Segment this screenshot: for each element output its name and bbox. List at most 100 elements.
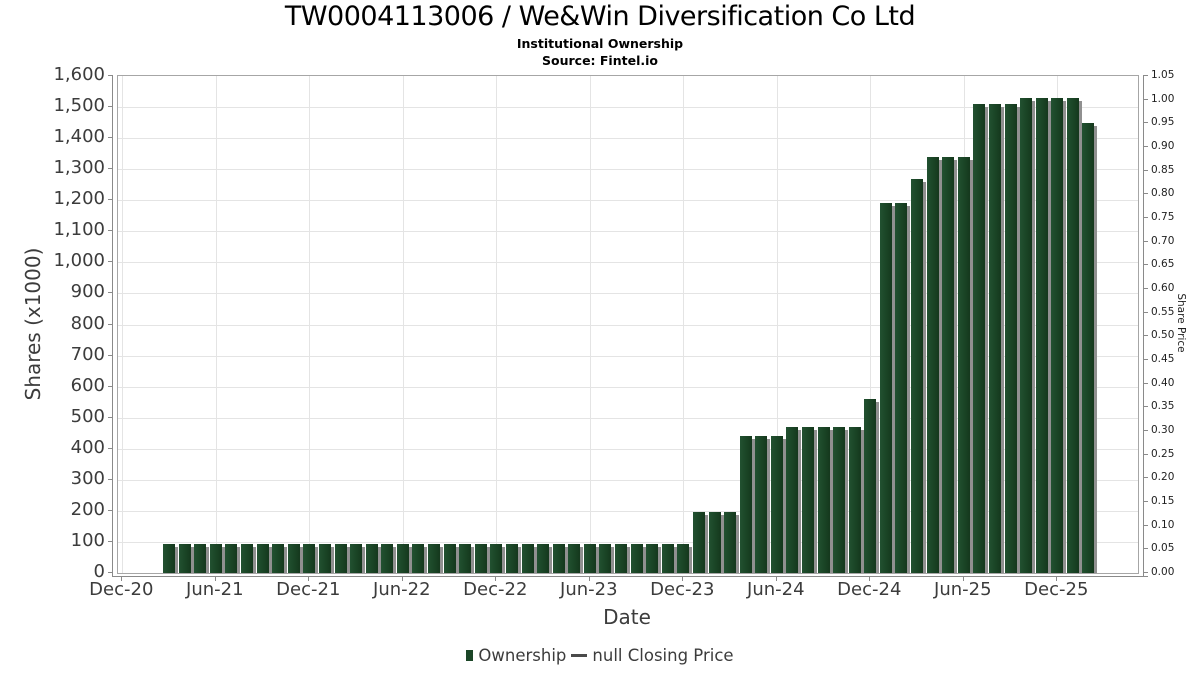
ownership-bar[interactable]	[817, 427, 830, 573]
left-axis-tick-label: 100	[70, 529, 105, 551]
ownership-bar[interactable]	[318, 543, 331, 573]
x-axis-tick	[214, 576, 216, 581]
ownership-bar[interactable]	[490, 543, 503, 573]
chart-plot-area	[117, 75, 1139, 574]
right-axis-tick-label: 0.70	[1151, 234, 1175, 247]
h-gridline	[118, 448, 1138, 450]
left-axis-tick	[108, 137, 112, 139]
ownership-bar[interactable]	[396, 543, 409, 573]
right-axis-tick-label: 0.60	[1151, 282, 1175, 294]
x-axis-tick-label: Dec-25	[1024, 579, 1089, 600]
ownership-bar[interactable]	[661, 543, 674, 573]
ownership-bar[interactable]	[802, 427, 814, 573]
ownership-bar[interactable]	[537, 543, 549, 573]
left-axis-tick-label: 300	[70, 467, 105, 489]
x-axis-tick-label: Jun-25	[934, 579, 992, 600]
right-axis-tick	[1144, 501, 1148, 502]
ownership-bar[interactable]	[334, 543, 347, 573]
ownership-bar[interactable]	[770, 436, 783, 573]
ownership-bar[interactable]	[833, 427, 846, 573]
right-axis-tick	[1144, 477, 1148, 479]
ownership-bar[interactable]	[1020, 97, 1033, 573]
ownership-bar[interactable]	[225, 543, 238, 573]
x-axis-title: Date	[603, 605, 651, 629]
ownership-bar[interactable]	[895, 203, 908, 573]
left-axis-tick-label: 1,100	[53, 219, 105, 241]
left-axis-tick	[108, 509, 112, 511]
left-axis-tick	[108, 168, 112, 170]
ownership-bar[interactable]	[786, 427, 799, 573]
ownership-bar[interactable]	[1035, 97, 1048, 573]
v-gridline	[215, 76, 217, 573]
h-gridline	[118, 293, 1138, 295]
right-axis-tick-label: 0.05	[1151, 542, 1175, 555]
line-series-dash-icon	[571, 654, 588, 657]
legend-item-closing-price[interactable]: null Closing Price	[571, 646, 734, 665]
ownership-bar[interactable]	[615, 543, 627, 573]
ownership-bar[interactable]	[272, 543, 285, 573]
ownership-bar[interactable]	[194, 543, 207, 573]
ownership-bar[interactable]	[505, 543, 518, 573]
ownership-bar[interactable]	[256, 543, 269, 573]
ownership-bar[interactable]	[1051, 97, 1064, 573]
ownership-bar[interactable]	[1082, 122, 1095, 573]
ownership-bar[interactable]	[942, 156, 955, 573]
h-gridline	[118, 169, 1138, 171]
ownership-bar[interactable]	[568, 543, 581, 573]
ownership-bar[interactable]	[287, 543, 300, 573]
ownership-bar[interactable]	[459, 543, 472, 573]
ownership-bar[interactable]	[926, 156, 939, 573]
h-gridline	[118, 386, 1138, 388]
ownership-bar[interactable]	[724, 512, 736, 573]
right-axis-tick	[1144, 311, 1148, 313]
left-axis-tick-label: 1,300	[53, 157, 105, 179]
ownership-bar[interactable]	[178, 543, 191, 573]
ownership-bar[interactable]	[911, 178, 923, 573]
ownership-bar[interactable]	[209, 543, 222, 573]
ownership-bar[interactable]	[303, 543, 316, 573]
ownership-bar[interactable]	[957, 156, 970, 573]
ownership-bar[interactable]	[428, 543, 440, 573]
ownership-bar[interactable]	[443, 543, 456, 573]
left-axis-tick-label: 900	[70, 281, 105, 303]
x-axis-tick	[775, 576, 777, 581]
ownership-bar[interactable]	[646, 543, 659, 573]
ownership-bar[interactable]	[1066, 97, 1079, 573]
ownership-bar[interactable]	[988, 104, 1001, 573]
ownership-bar[interactable]	[163, 543, 175, 573]
ownership-bar[interactable]	[739, 436, 752, 573]
ownership-bar[interactable]	[864, 399, 877, 573]
ownership-bar[interactable]	[412, 543, 425, 573]
right-axis-tick-label: 0.55	[1151, 305, 1175, 318]
ownership-bar[interactable]	[708, 512, 721, 573]
ownership-bar[interactable]	[521, 543, 534, 573]
v-gridline	[589, 76, 591, 573]
x-axis-tick	[869, 576, 871, 581]
legend-item-ownership[interactable]: Ownership	[466, 646, 566, 665]
ownership-bar[interactable]	[879, 203, 892, 573]
ownership-bar[interactable]	[973, 104, 986, 573]
right-axis-tick	[1144, 146, 1148, 147]
ownership-bar[interactable]	[677, 543, 690, 573]
right-axis-tick	[1144, 240, 1148, 242]
right-axis-tick-label: 0.50	[1151, 329, 1175, 342]
ownership-bar[interactable]	[630, 543, 643, 573]
h-gridline	[118, 541, 1138, 543]
ownership-bar[interactable]	[755, 436, 768, 573]
bottom-axis-line	[112, 576, 1148, 577]
x-axis-tick-label: Jun-22	[373, 579, 431, 600]
ownership-bar[interactable]	[1004, 104, 1017, 573]
chart-source: Source: Fintel.io	[542, 53, 658, 68]
right-axis-tick-label: 0.95	[1151, 116, 1175, 129]
ownership-bar[interactable]	[474, 543, 487, 573]
h-gridline	[118, 200, 1138, 202]
ownership-bar[interactable]	[599, 543, 612, 573]
ownership-bar[interactable]	[381, 543, 394, 573]
ownership-bar[interactable]	[583, 543, 596, 573]
ownership-bar[interactable]	[241, 543, 253, 573]
ownership-bar[interactable]	[848, 427, 861, 573]
ownership-bar[interactable]	[365, 543, 378, 573]
ownership-bar[interactable]	[552, 543, 565, 573]
ownership-bar[interactable]	[350, 543, 362, 573]
ownership-bar[interactable]	[692, 512, 705, 573]
